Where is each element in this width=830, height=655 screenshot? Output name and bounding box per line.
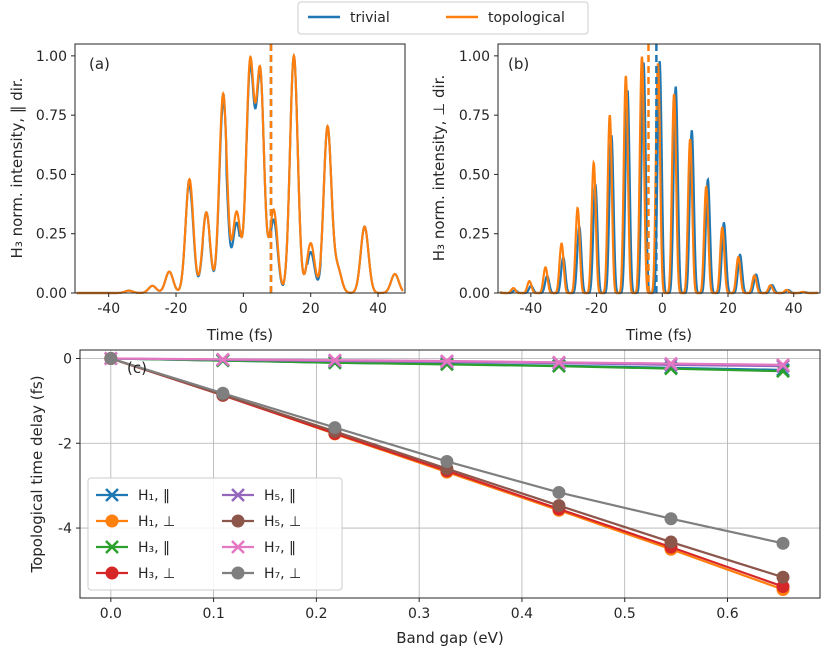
y-tick-label: 0.25 <box>459 227 490 243</box>
point-H5_perp <box>552 499 566 513</box>
x-tick-label: 0.5 <box>614 606 636 622</box>
panel-c: 0.0 0.1 0.2 0.3 0.4 0.5 0.6 0 -2 -4 (c) Band gap … <box>28 349 821 647</box>
point-H7_perp <box>104 351 118 365</box>
panel-b: -40 -20 0 20 40 0.00 0.25 0.50 0.75 1.00 (b) Time… <box>430 43 821 344</box>
top-legend: trivial topological <box>297 1 589 35</box>
panel-c-xlabel: Band gap (eV) <box>396 629 503 647</box>
legend-item-H7_par: H₇, ‖ <box>222 540 296 556</box>
top-legend-frame <box>297 1 589 35</box>
x-tick-label: -40 <box>519 301 542 317</box>
x-tick-label: 0 <box>239 301 248 317</box>
x-tick-label: 0.3 <box>408 606 430 622</box>
point-H7_perp <box>216 386 230 400</box>
legend-marker <box>105 540 119 554</box>
legend-label: H₁, ‖ <box>138 488 170 504</box>
panel-a: -40 -20 0 20 40 0.00 0.25 0.50 0.75 1.00 (a) Time… <box>8 43 406 344</box>
legend-label: H₅, ⊥ <box>264 514 301 530</box>
point-H7_perp <box>552 485 566 499</box>
y-tick-label: -4 <box>58 521 72 537</box>
panel-c-frame <box>79 349 821 599</box>
y-tick-label: 1.00 <box>459 49 490 65</box>
legend-marker <box>231 488 245 502</box>
point-H7_par <box>215 352 230 367</box>
legend-marker <box>231 566 245 580</box>
x-tick-label: -40 <box>97 301 120 317</box>
panel-b-ylabel: H₃ norm. intensity, ⊥ dir. <box>430 75 448 261</box>
point-H7_par <box>552 355 566 370</box>
x-tick-label: 40 <box>369 301 387 317</box>
x-tick-label: -20 <box>585 301 608 317</box>
point-H7_par <box>664 356 678 371</box>
legend-marker <box>105 488 119 502</box>
legend-item-H3_perp: H₃, ⊥ <box>96 566 175 582</box>
y-tick-label: -2 <box>58 436 72 452</box>
y-tick-label: 0.25 <box>36 227 67 243</box>
point-H5_perp <box>776 570 790 584</box>
legend-item-H1_perp: H₁, ⊥ <box>96 514 175 530</box>
panel-a-frame <box>74 43 406 294</box>
panel-b-label: (b) <box>508 55 529 73</box>
panel-c-label: (c) <box>127 359 147 377</box>
legend-item-H7_perp: H₇, ⊥ <box>222 566 301 582</box>
panel-a-ylabel: H₃ norm. intensity, ‖ dir. <box>8 78 26 259</box>
series-trivial-a <box>76 52 404 295</box>
point-H3_perp <box>776 580 790 594</box>
x-tick-label: -20 <box>165 301 188 317</box>
y-tick-label: 0.50 <box>459 167 490 183</box>
y-tick-label: 0.00 <box>36 286 67 302</box>
y-tick-label: 0 <box>63 351 72 367</box>
legend-item-H3_par: H₃, ‖ <box>96 540 170 556</box>
panel-a-label: (a) <box>89 55 110 73</box>
legend-marker <box>105 566 119 580</box>
series-topological-a <box>76 52 404 295</box>
point-H7_perp <box>664 512 678 526</box>
legend-label-trivial: trivial <box>350 10 390 26</box>
y-tick-label: 0.00 <box>459 286 490 302</box>
point-H7_par <box>776 357 790 372</box>
point-H7_par <box>328 353 342 368</box>
point-H7_perp <box>776 536 790 550</box>
legend-label: H₇, ‖ <box>264 540 296 556</box>
legend-item-H5_par: H₅, ‖ <box>222 488 296 504</box>
legend-label: H₁, ⊥ <box>138 514 175 530</box>
series-H7_perp <box>104 351 790 550</box>
point-H5_perp <box>664 535 678 549</box>
panel-c-ylabel: Topological time delay (fs) <box>28 375 46 573</box>
x-tick-label: 0 <box>658 301 667 317</box>
panel-c-legend: H₁, ‖ H₁, ⊥ H₃, ‖ H₃, ⊥ H₅, ‖ H₅, ⊥ H₇, ‖ H₇, ⊥ <box>87 477 343 591</box>
x-tick-label: 0.0 <box>100 606 122 622</box>
x-tick-label: 0.2 <box>305 606 327 622</box>
legend-marker <box>105 514 119 528</box>
panel-b-frame <box>497 43 821 294</box>
legend-label: H₃, ⊥ <box>138 566 175 582</box>
legend-frame <box>87 477 343 591</box>
x-tick-label: 0.4 <box>511 606 533 622</box>
legend-item-H1_par: H₁, ‖ <box>96 488 170 504</box>
legend-marker <box>231 514 245 528</box>
legend-label: H₃, ‖ <box>138 540 170 556</box>
legend-marker <box>231 540 245 554</box>
point-H7_perp <box>440 454 454 468</box>
y-tick-label: 1.00 <box>36 49 67 65</box>
legend-label: H₇, ⊥ <box>264 566 301 582</box>
legend-label: H₅, ‖ <box>264 488 296 504</box>
point-H7_perp <box>328 421 342 435</box>
panel-a-xlabel: Time (fs) <box>206 326 273 344</box>
series-topological-b <box>499 56 819 295</box>
panel-b-xlabel: Time (fs) <box>625 326 692 344</box>
legend-label-topological: topological <box>488 10 565 26</box>
y-tick-label: 0.50 <box>36 167 67 183</box>
legend-item-H5_perp: H₅, ⊥ <box>222 514 301 530</box>
x-tick-label: 20 <box>719 301 737 317</box>
x-tick-label: 0.6 <box>716 606 738 622</box>
point-H7_par <box>440 354 454 368</box>
x-tick-label: 0.1 <box>202 606 224 622</box>
y-tick-label: 0.75 <box>36 108 67 124</box>
x-tick-label: 20 <box>302 301 320 317</box>
y-tick-label: 0.75 <box>459 108 490 124</box>
x-tick-label: 40 <box>785 301 803 317</box>
